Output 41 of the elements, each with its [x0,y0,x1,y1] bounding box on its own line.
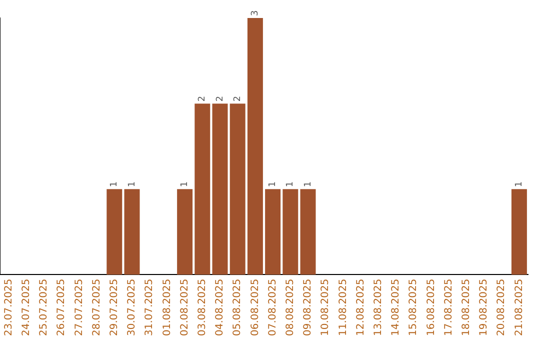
x-tick-label: 14.08.2025 [390,278,402,336]
x-tick-label: 19.08.2025 [478,278,490,336]
x-tick-label: 04.08.2025 [214,278,226,336]
x-tick-label: 17.08.2025 [443,278,454,336]
data-label: 2 [232,96,243,102]
x-tick-label: 26.07.2025 [56,278,68,336]
data-label: 1 [110,181,120,188]
data-label: 1 [303,181,314,188]
x-tick-label: 09.08.2025 [302,278,314,336]
x-tick-label: 12.08.2025 [355,278,366,336]
x-tick-label: 30.07.2025 [126,278,138,336]
x-tick-label: 24.07.2025 [20,278,32,336]
data-label: 3 [250,10,261,16]
x-tick-label: 10.08.2025 [320,278,332,336]
x-tick-label: 08.08.2025 [284,278,296,336]
x-tick-label: 05.08.2025 [232,278,244,336]
x-tick-label: 02.08.2025 [179,278,190,336]
x-tick-label: 18.08.2025 [460,278,472,336]
x-tick-label: 15.08.2025 [408,278,420,336]
x-tick-label: 03.08.2025 [196,278,208,336]
x-tick-label: 29.07.2025 [108,278,120,336]
x-tick-label: 11.08.2025 [338,278,349,336]
x-tick-label: 06.08.2025 [250,278,261,336]
x-tick-label: 25.07.2025 [38,278,50,336]
x-tick-label: 13.08.2025 [372,278,384,336]
x-tick-label: 27.07.2025 [74,278,85,336]
data-label: 2 [215,96,226,102]
x-tick-label: 23.07.2025 [3,278,14,336]
data-label: 2 [198,96,208,102]
x-tick-label: 21.08.2025 [514,278,525,336]
x-tick-label: 16.08.2025 [426,278,437,336]
x-tick-label: 07.08.2025 [267,278,278,336]
data-label: 1 [180,181,190,188]
data-label: 1 [268,181,278,188]
data-label: 1 [127,181,138,188]
data-label: 1 [514,181,525,188]
x-tick-label: 20.08.2025 [496,278,508,336]
x-tick-label: 28.07.2025 [91,278,102,336]
x-tick-label: 31.07.2025 [144,278,156,336]
x-tick-label: 01.08.2025 [162,278,173,336]
data-label: 1 [286,181,296,188]
